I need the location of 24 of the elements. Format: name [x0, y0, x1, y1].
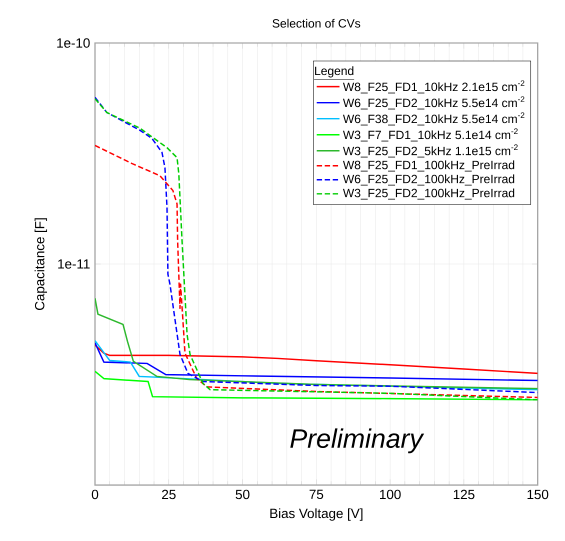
legend-label: W6_F25_FD2_10kHz 5.5e14 cm$^{-2}$ — [342, 96, 524, 110]
legend-label: W3_F25_FD2_5kHz 1.1e15 cm$^{-2}$ — [342, 144, 518, 158]
legend-label: W8_F25_FD1_100kHz_PreIrrad — [342, 160, 514, 172]
x-tick-label: 100 — [380, 490, 401, 500]
legend-label: W8_F25_FD1_10kHz 2.1e15 cm$^{-2}$ — [342, 80, 524, 94]
legend-title: Legend — [315, 66, 354, 78]
x-tick-label: 150 — [528, 490, 548, 500]
x-tick-label: 0 — [92, 490, 98, 500]
annotation: Preliminary — [290, 428, 424, 454]
y-tick-label: 1e-10 — [57, 38, 90, 48]
line-series — [95, 144, 538, 398]
x-tick-label: 75 — [310, 490, 324, 500]
x-axis-title: Bias Voltage [V] — [270, 508, 362, 521]
y-tick-label: 1e-11 — [58, 259, 90, 269]
x-tick-label: 25 — [162, 490, 176, 500]
legend-label: W6_F25_FD2_100kHz_PreIrrad — [342, 174, 514, 186]
legend-label: W6_F38_FD2_10kHz 5.5e14 cm$^{-2}$ — [342, 112, 524, 126]
line-series — [95, 298, 538, 390]
x-tick-label: 50 — [236, 490, 250, 500]
legend-label: W3_F25_FD2_100kHz_PreIrrad — [342, 188, 514, 200]
legend-label: W3_F7_FD1_10kHz 5.1e14 cm$^{-2}$ — [342, 128, 518, 142]
y-axis-title: Capacitance [F] — [34, 218, 48, 310]
chart-title: Selection of CVs — [272, 18, 360, 28]
x-tick-label: 125 — [454, 490, 474, 500]
